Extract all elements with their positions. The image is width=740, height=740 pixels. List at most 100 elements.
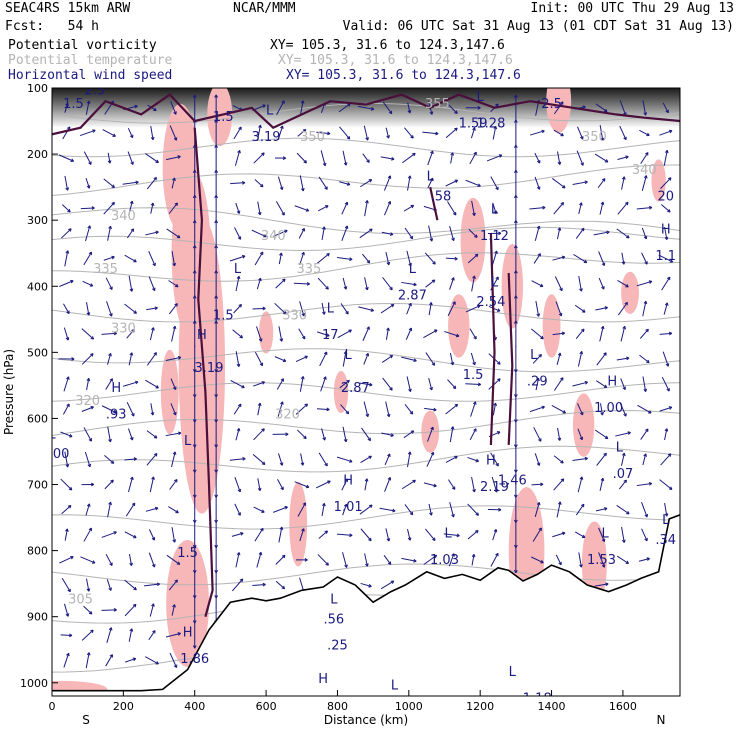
wind-vector-head — [111, 255, 115, 260]
wind-vector — [167, 506, 179, 514]
wind-vector — [298, 328, 306, 340]
wind-vector — [577, 351, 583, 367]
wind-vector — [127, 428, 134, 441]
wind-vector-head — [153, 107, 157, 112]
wind-vector — [297, 129, 307, 137]
pv-contour — [429, 186, 439, 221]
wind-vector-head — [451, 277, 455, 281]
wind-vector — [337, 329, 352, 339]
wind-vector — [594, 429, 609, 439]
pv-low-label: L — [444, 526, 452, 541]
wind-vector-head — [646, 132, 650, 137]
wind-vector-head — [91, 560, 96, 564]
wind-vector — [619, 401, 627, 417]
wind-vector — [617, 279, 629, 288]
wind-vector-head — [129, 134, 134, 139]
wind-vector-head — [151, 563, 156, 568]
wind-vector — [660, 177, 672, 189]
wind-vector-head — [304, 558, 308, 562]
wind-vector — [531, 280, 544, 287]
wind-vector — [150, 403, 154, 416]
wind-vector — [275, 278, 286, 289]
wind-vector-head — [88, 161, 92, 165]
wind-vector — [122, 181, 139, 185]
wind-vector — [428, 503, 432, 516]
wind-vector — [79, 129, 96, 137]
theta-label: 320 — [275, 407, 300, 422]
wind-vector — [317, 277, 329, 290]
wind-vector — [253, 381, 265, 387]
wind-vector — [574, 304, 586, 313]
wind-vector — [380, 156, 395, 160]
wind-vector-head — [667, 177, 672, 181]
wind-vector-head — [495, 276, 499, 280]
wind-vector-head — [257, 402, 262, 407]
pv-value-label: 1.00 — [594, 401, 623, 416]
wind-vector-head — [365, 286, 369, 291]
wind-vector — [63, 603, 69, 617]
wind-vector-head — [214, 94, 219, 98]
wind-vector — [658, 254, 673, 263]
wind-vector — [553, 377, 564, 391]
wind-vector — [553, 101, 564, 115]
wind-vector — [599, 478, 604, 492]
wind-vector-head — [562, 184, 566, 189]
wind-vector-head — [214, 245, 219, 249]
field-xy-pv: XY= 105.3, 31.6 to 124.3,147.6 — [270, 38, 505, 53]
forecast-hour: Fcst: 54 h — [5, 19, 99, 34]
wind-vector-head — [151, 537, 156, 541]
wind-vector — [235, 276, 240, 292]
wind-vector-head — [90, 406, 94, 410]
wind-vector-head — [281, 585, 286, 590]
wind-vector — [146, 177, 157, 190]
wind-vector — [341, 225, 348, 241]
wind-vector-head — [643, 235, 648, 240]
wind-vector-head — [601, 178, 606, 182]
pv-value-label: 17 — [322, 328, 339, 343]
wind-vector-head — [236, 428, 241, 432]
wind-vector — [85, 503, 90, 516]
wind-vector-head — [129, 436, 134, 441]
wind-vector — [534, 502, 540, 518]
wind-vector — [401, 356, 417, 362]
wind-vector-head — [152, 262, 156, 267]
wind-vector — [273, 229, 288, 237]
wind-vector-head — [667, 453, 672, 457]
wind-vector-head — [580, 503, 585, 508]
wind-vector-head — [625, 201, 629, 206]
wind-vector — [317, 408, 330, 411]
wind-vector — [404, 504, 414, 516]
wind-vector — [359, 504, 373, 515]
wind-vector — [342, 277, 347, 290]
wind-vector-head — [368, 537, 372, 542]
wind-vector — [449, 426, 454, 443]
wind-vector-head — [282, 358, 287, 363]
wind-vector — [639, 354, 650, 364]
pv-value-label: .34 — [655, 533, 676, 548]
wind-vector-head — [558, 312, 563, 317]
wind-vector — [105, 277, 113, 290]
theta-label: 350 — [300, 130, 325, 145]
wind-vector — [148, 251, 156, 266]
wind-vector-head — [513, 169, 518, 174]
wind-vector — [381, 231, 394, 236]
wind-vector-head — [538, 353, 542, 358]
wind-vector-head — [668, 129, 673, 134]
wind-vector-head — [408, 327, 413, 332]
wind-vector-head — [389, 387, 393, 391]
wind-vector-head — [109, 654, 113, 658]
pv-high-label: H — [318, 672, 328, 687]
wind-vector-head — [644, 537, 648, 542]
wind-vector-head — [473, 336, 477, 340]
wind-vector — [229, 458, 246, 461]
wind-vector-head — [151, 603, 155, 607]
wind-vector-head — [259, 251, 264, 256]
theta-label: 330 — [282, 308, 307, 323]
wind-vector — [424, 252, 436, 265]
wind-vector — [425, 528, 436, 541]
wind-vector-head — [173, 664, 178, 668]
wind-vector — [596, 452, 607, 466]
wind-vector-head — [112, 133, 116, 137]
wind-vector-head — [625, 155, 629, 160]
wind-vector-head — [539, 283, 544, 288]
